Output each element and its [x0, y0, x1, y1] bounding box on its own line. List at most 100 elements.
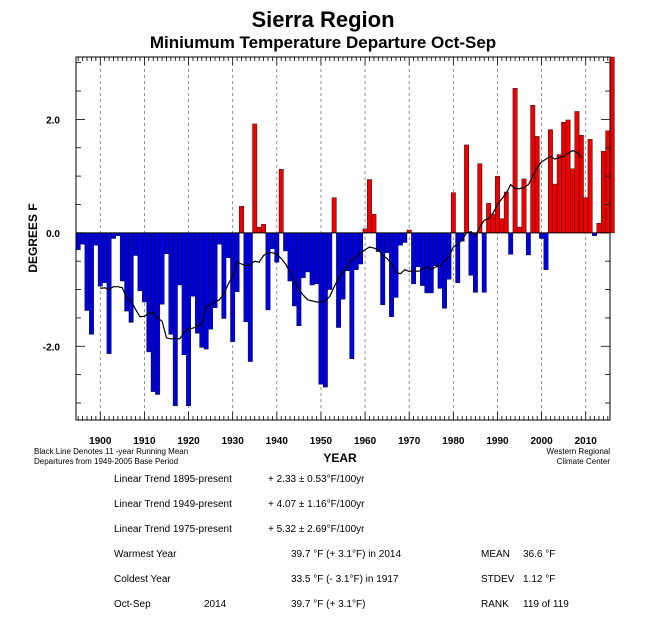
rank-label: RANK	[481, 599, 509, 610]
bar-1903	[111, 232, 116, 239]
warmest-label: Warmest Year	[114, 549, 177, 560]
bar-1991	[499, 218, 505, 234]
bar-1938	[265, 232, 271, 311]
bar-1946	[300, 232, 306, 278]
bar-1918	[177, 232, 183, 286]
x-tick-label-2000: 2000	[530, 436, 553, 447]
bar-1898	[89, 232, 94, 335]
bar-2016	[609, 56, 615, 234]
running-mean-note: Black Line Denotes 11 -year Running Mean	[34, 447, 189, 456]
bar-1907	[128, 232, 134, 323]
bar-1897	[84, 232, 90, 311]
bar-1981	[455, 232, 461, 283]
chart-title: Sierra Region	[251, 7, 395, 32]
bar-1957	[349, 232, 355, 359]
coldest-value: 33.5 °F (- 3.1°F) in 1917	[291, 574, 399, 585]
bar-2014	[600, 150, 606, 234]
bar-1974	[424, 232, 430, 294]
x-tick-label-1970: 1970	[398, 436, 421, 447]
y-tick-label-0.0: 0.0	[46, 229, 60, 240]
stdev-value: 1.12 °F	[523, 574, 556, 585]
bar-2005	[561, 122, 567, 234]
bar-1900	[97, 232, 103, 287]
trend1-label: Linear Trend 1895-present	[114, 474, 232, 485]
bar-1976	[433, 232, 439, 266]
bar-1930	[230, 232, 236, 342]
bar-2010	[583, 197, 589, 234]
bar-1899	[93, 232, 99, 246]
bar-1945	[296, 232, 302, 327]
credit-line-2: Climate Center	[556, 457, 610, 466]
bar-2009	[578, 135, 584, 234]
bar-1994	[512, 87, 518, 234]
bar-1941	[278, 169, 284, 234]
bar-1929	[225, 232, 231, 258]
bar-1953	[331, 197, 337, 234]
bar-2002	[548, 129, 553, 234]
bar-1913	[155, 232, 161, 395]
bar-1934	[247, 232, 253, 362]
x-tick-label-1980: 1980	[442, 436, 465, 447]
credit-line-1: Western Regional	[546, 447, 610, 456]
mean-value: 36.6 °F	[523, 549, 556, 560]
bar-2003	[552, 183, 558, 234]
bar-1947	[305, 232, 311, 273]
x-tick-labels: 1900 1910 1920 1930 1940 1950 1960 1970 1980 1990…	[89, 436, 597, 447]
bar-1986	[477, 163, 483, 234]
bar-1952	[327, 232, 333, 290]
bar-1909	[137, 232, 143, 291]
x-tick-label-1960: 1960	[354, 436, 377, 447]
bar-1922	[194, 232, 200, 334]
bar-1959	[358, 232, 364, 265]
bar-1940	[274, 232, 280, 263]
trend1-value: + 2.33 ± 0.53°F/100yr	[268, 474, 365, 485]
bar-2007	[570, 168, 575, 234]
bar-1926	[212, 232, 218, 308]
bar-1967	[393, 232, 399, 298]
base-period-note: Departures from 1949-2005 Base Period	[34, 457, 179, 466]
bar-1895	[75, 232, 81, 251]
bar-1936	[256, 226, 262, 234]
bar-1985	[472, 232, 478, 293]
bar-1984	[468, 232, 474, 276]
bar-1932	[239, 205, 244, 234]
bar-1958	[353, 232, 359, 270]
bar-1902	[106, 232, 112, 354]
y-tick-labels: 2.0 0.0 -2.0	[43, 115, 61, 353]
stdev-label: STDEV	[481, 574, 515, 585]
bar-1937	[261, 224, 266, 234]
bar-1911	[146, 232, 152, 353]
x-tick-label-1940: 1940	[266, 436, 289, 447]
x-tick-label-1930: 1930	[222, 436, 245, 447]
bar-1910	[141, 232, 147, 303]
chart-subtitle: Miniumum Temperature Departure Oct-Sep	[149, 33, 497, 52]
bar-1917	[172, 232, 178, 407]
bar-1924	[203, 232, 209, 350]
x-tick-label-1900: 1900	[89, 436, 112, 447]
bar-1961	[367, 179, 372, 234]
bar-1998	[530, 105, 536, 234]
bar-2011	[587, 139, 593, 234]
bar-1987	[481, 232, 487, 293]
mean-label: MEAN	[481, 549, 510, 560]
rank-value: 119 of 119	[523, 599, 569, 610]
bar-1989	[490, 213, 496, 234]
x-tick-label-1910: 1910	[133, 436, 156, 447]
bar-1948	[309, 232, 315, 286]
period-year: 2014	[204, 599, 227, 610]
bar-1949	[314, 232, 319, 285]
bar-1928	[221, 232, 227, 319]
bar-1978	[442, 232, 447, 309]
bar-1962	[371, 213, 377, 234]
ticks	[76, 57, 610, 420]
bar-1925	[208, 232, 214, 330]
bar-1919	[181, 232, 187, 355]
bar-1997	[525, 232, 531, 256]
x-tick-label-1950: 1950	[310, 436, 333, 447]
bar-1920	[186, 232, 191, 407]
bar-1983	[464, 144, 469, 234]
y-tick-label-2.0: 2.0	[46, 115, 60, 126]
period-label: Oct-Sep	[114, 599, 151, 610]
bar-1939	[269, 232, 275, 249]
